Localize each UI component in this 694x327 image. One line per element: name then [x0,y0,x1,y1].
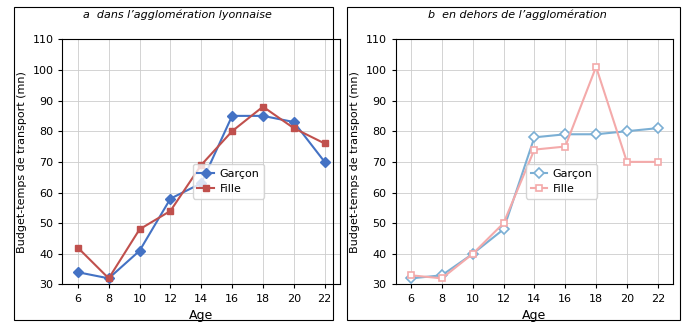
Fille [407,273,415,277]
Fille [321,142,329,146]
Garçon [530,135,539,139]
Fille [468,252,477,256]
Garçon [623,129,631,133]
X-axis label: Age: Age [523,309,546,322]
Fille [105,276,113,280]
Fille [289,126,298,130]
Text: a  dans l’agglomération lyonnaise: a dans l’agglomération lyonnaise [83,10,271,20]
Legend: Garçon, Fille: Garçon, Fille [526,164,597,199]
Garçon [135,249,144,253]
Fille [228,129,236,133]
Garçon [74,270,82,274]
Garçon [228,114,236,118]
Y-axis label: Budget-temps de transport (mn): Budget-temps de transport (mn) [17,71,27,253]
Garçon [654,126,662,130]
Garçon [259,114,267,118]
Fille [654,160,662,164]
Garçon [468,252,477,256]
Line: Fille: Fille [74,103,328,282]
Fille [167,209,175,213]
Line: Garçon: Garçon [74,112,328,282]
Garçon [561,132,569,136]
Garçon [105,276,113,280]
Fille [438,276,446,280]
Fille [135,227,144,231]
Fille [500,221,508,225]
Fille [197,163,205,167]
Fille [561,145,569,148]
Fille [530,148,539,152]
Line: Fille: Fille [407,63,661,282]
Fille [592,65,600,69]
Fille [74,246,82,250]
Garçon [407,276,415,280]
Garçon [500,227,508,231]
Garçon [197,181,205,185]
Y-axis label: Budget-temps de transport (mn): Budget-temps de transport (mn) [350,71,360,253]
Fille [259,105,267,109]
Garçon [321,160,329,164]
X-axis label: Age: Age [189,309,213,322]
Garçon [438,273,446,277]
Garçon [592,132,600,136]
Line: Garçon: Garçon [407,125,661,282]
Garçon [167,197,175,200]
Fille [623,160,631,164]
Legend: Garçon, Fille: Garçon, Fille [193,164,264,199]
Text: b  en dehors de l’agglomération: b en dehors de l’agglomération [428,10,607,20]
Garçon [289,120,298,124]
